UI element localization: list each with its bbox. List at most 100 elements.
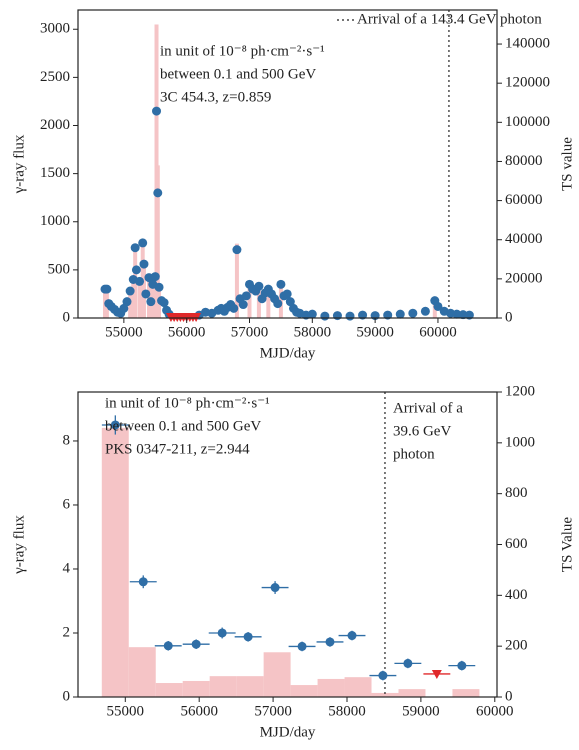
y-tick-label: 4 — [63, 560, 71, 576]
y2-axis-label: TS value — [559, 137, 575, 191]
y2-tick-label: 200 — [505, 638, 528, 654]
x-tick-label: 55000 — [107, 703, 145, 719]
photon-label: Arrival of a 143.4 GeV photon — [357, 11, 542, 27]
flux-point — [395, 309, 405, 319]
flux-point — [241, 291, 251, 301]
flux-point — [191, 639, 201, 649]
y-tick-label: 2 — [63, 624, 71, 640]
ts-bar — [209, 676, 237, 697]
y2-tick-label: 80000 — [505, 153, 543, 169]
flux-point — [332, 311, 342, 321]
flux-point — [119, 303, 129, 313]
flux-point — [254, 281, 264, 291]
ts-bar — [432, 302, 437, 318]
flux-point — [345, 311, 355, 321]
flux-point — [347, 631, 357, 641]
ts-bar — [247, 286, 252, 318]
ts-bar — [128, 647, 156, 697]
flux-point — [154, 282, 164, 292]
y2-tick-label: 400 — [505, 587, 528, 603]
y-tick-label: 2000 — [40, 117, 70, 133]
photon-label: Arrival of a — [393, 400, 463, 416]
flux-point — [163, 641, 173, 651]
flux-point — [122, 297, 132, 307]
ts-bar — [263, 652, 291, 697]
flux-point — [297, 641, 307, 651]
y2-tick-label: 140000 — [505, 35, 550, 51]
flux-point — [403, 658, 413, 668]
flux-point — [457, 661, 467, 671]
x-tick-label: 59000 — [402, 703, 440, 719]
y-tick-label: 0 — [63, 309, 71, 325]
ts-bar — [128, 294, 133, 318]
flux-point — [408, 308, 418, 318]
x-tick-label: 59000 — [356, 324, 394, 340]
ts-bar — [371, 692, 399, 697]
y-tick-label: 1000 — [40, 213, 70, 229]
flux-point — [282, 289, 292, 299]
ts-bar — [256, 288, 261, 318]
annotation: in unit of 10⁻⁸ ph·cm⁻²·s⁻¹ — [160, 43, 325, 59]
flux-point — [243, 632, 253, 642]
plot-frame — [77, 9, 498, 319]
annotation: between 0.1 and 500 GeV — [105, 418, 261, 434]
ts-bar — [182, 680, 210, 697]
flux-point — [273, 299, 283, 309]
flux-point — [433, 301, 443, 311]
flux-point — [110, 420, 120, 430]
flux-point — [464, 310, 474, 320]
x-axis-label: MJD/day — [260, 345, 316, 361]
flux-point — [146, 297, 156, 307]
flux-point — [358, 310, 368, 320]
x-tick-label: 58000 — [294, 324, 332, 340]
x-axis-label: MJD/day — [260, 724, 316, 740]
y-tick-label: 3000 — [40, 21, 70, 37]
flux-point — [276, 279, 286, 289]
y-tick-label: 2500 — [40, 69, 70, 85]
ts-bar — [137, 278, 142, 318]
y2-tick-label: 1000 — [505, 434, 535, 450]
y2-tick-label: 600 — [505, 536, 528, 552]
x-tick-label: 60000 — [476, 703, 514, 719]
y2-tick-label: 60000 — [505, 192, 543, 208]
flux-point — [139, 259, 149, 269]
flux-point — [152, 106, 162, 116]
y2-tick-label: 120000 — [505, 75, 550, 91]
photon-label: photon — [393, 446, 435, 462]
flux-point — [135, 276, 145, 286]
annotation: between 0.1 and 500 GeV — [160, 66, 316, 82]
ts-bar — [101, 427, 129, 697]
flux-point — [420, 306, 430, 316]
flux-point — [320, 311, 330, 321]
flux-point — [159, 298, 169, 308]
ts-bar — [398, 689, 426, 697]
y2-tick-label: 20000 — [505, 270, 543, 286]
flux-point — [238, 300, 248, 310]
flux-point — [102, 284, 112, 294]
flux-point — [307, 309, 317, 319]
y2-tick-label: 1200 — [505, 383, 535, 399]
flux-point — [378, 671, 388, 681]
ts-bar — [452, 689, 480, 697]
x-tick-label: 60000 — [419, 324, 457, 340]
flux-point — [217, 628, 227, 638]
photon-label: 39.6 GeV — [393, 423, 451, 439]
annotation: PKS 0347-211, z=2.944 — [105, 441, 250, 457]
ts-bar — [266, 290, 271, 318]
ts-bar — [317, 678, 345, 697]
flux-point — [138, 577, 148, 587]
x-tick-label: 56000 — [168, 324, 206, 340]
ts-bar — [236, 676, 264, 697]
ts-bar — [290, 685, 318, 697]
annotation: in unit of 10⁻⁸ ph·cm⁻²·s⁻¹ — [105, 395, 270, 411]
ts-bar — [155, 683, 183, 697]
flux-point — [153, 188, 163, 198]
flux-point — [325, 637, 335, 647]
y2-tick-label: 100000 — [505, 114, 550, 130]
x-tick-label: 58000 — [328, 703, 366, 719]
y-tick-label: 0 — [63, 688, 71, 704]
flux-point — [130, 243, 140, 253]
y-tick-label: 6 — [63, 496, 71, 512]
x-tick-label: 55000 — [105, 324, 143, 340]
